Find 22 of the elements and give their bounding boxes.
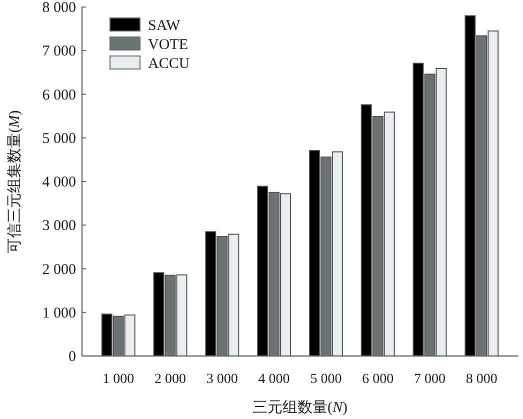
x-tick-label: 1 000 — [102, 372, 134, 387]
legend-label: VOTE — [148, 37, 188, 53]
y-tick-label: 8 000 — [42, 0, 76, 16]
x-tick-label: 3 000 — [206, 372, 238, 387]
x-tick-label: 4 000 — [258, 372, 290, 387]
y-tick-label: 1 000 — [42, 305, 76, 322]
y-tick-label: 0 — [68, 349, 76, 365]
y-axis-title: 可信三元组集数量(M) — [6, 110, 23, 253]
y-tick-label: 3 000 — [42, 218, 76, 234]
y-tick-label: 7 000 — [42, 44, 76, 60]
legend-label: SAW — [148, 18, 181, 34]
x-tick-label: 6 000 — [362, 372, 394, 387]
x-axis-title: 三元组数量(N) — [252, 399, 348, 416]
x-tick-label: 8 000 — [466, 372, 498, 387]
x-tick-label: 2 000 — [154, 372, 186, 387]
x-tick-label: 7 000 — [414, 372, 446, 387]
y-tick-label: 6 000 — [42, 87, 76, 104]
y-tick-label: 2 000 — [42, 262, 76, 278]
x-tick-label: 5 000 — [310, 372, 342, 387]
legend-label: ACCU — [148, 56, 190, 72]
y-tick-label: 5 000 — [42, 130, 76, 147]
y-tick-label: 4 000 — [42, 174, 76, 190]
